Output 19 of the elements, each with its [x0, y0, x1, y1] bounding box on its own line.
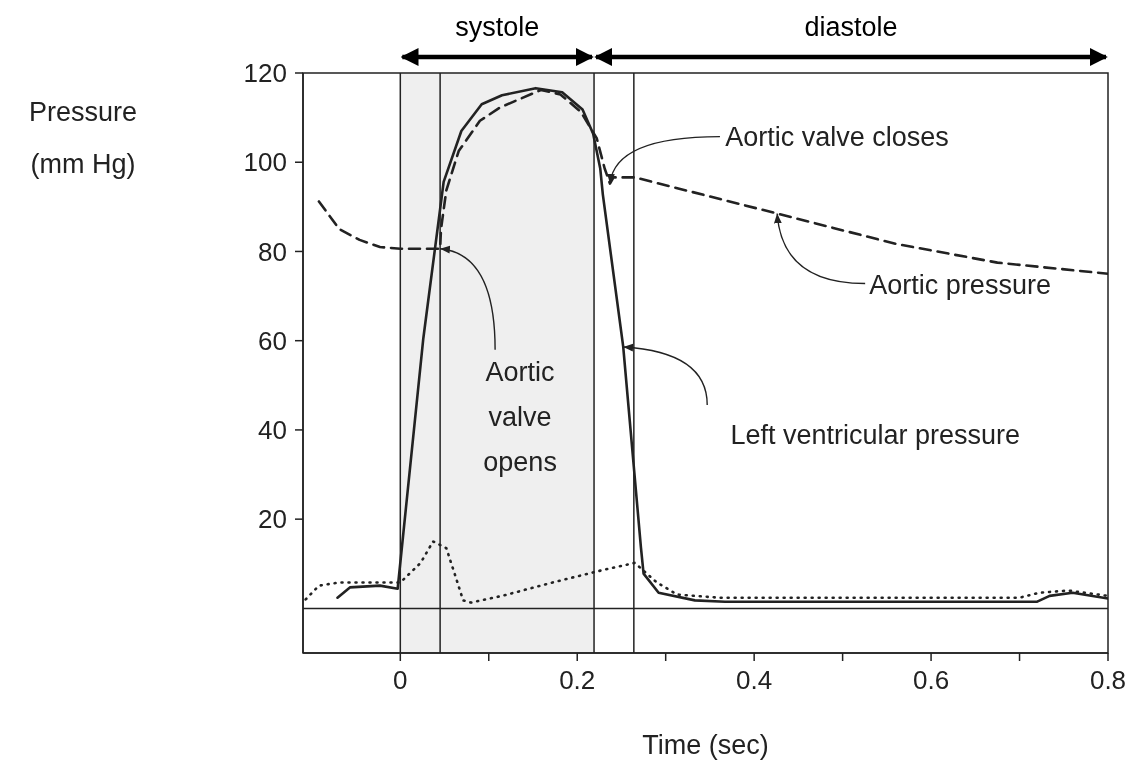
x-tick-label: 0.4	[736, 665, 773, 696]
annotation: Aortic pressure	[868, 268, 1052, 302]
x-tick-label: 0.6	[913, 665, 950, 696]
x-axis-title: Time (sec)	[642, 730, 769, 760]
y-tick-label: 20	[258, 504, 287, 535]
y-tick-label: 100	[243, 147, 287, 178]
y-axis-title: Pressure (mm Hg)	[27, 96, 138, 181]
x-tick-label: 0.2	[559, 665, 596, 696]
y-tick-label: 120	[243, 58, 287, 89]
y-tick-label: 40	[258, 415, 287, 446]
band-label: systole	[455, 12, 540, 42]
annotation: Left ventricular pressure	[729, 418, 1022, 452]
x-tick-label: 0	[393, 665, 408, 696]
text: diastole	[804, 12, 898, 42]
annotation: Aortic valve closes	[724, 120, 950, 154]
y-tick-label: 60	[258, 325, 287, 356]
x-tick-label: 0.8	[1089, 665, 1127, 696]
annotation: Aortic valve opens	[482, 355, 558, 479]
y-tick-label: 80	[258, 236, 287, 267]
